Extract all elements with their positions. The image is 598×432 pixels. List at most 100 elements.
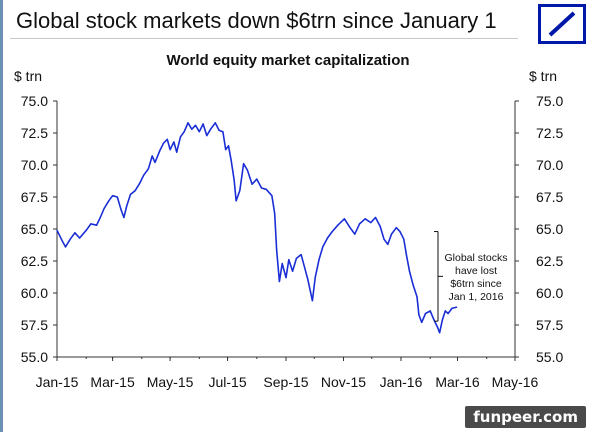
x-tick-label: Mar-15 [90, 374, 135, 390]
series-point [331, 231, 333, 233]
series-point [214, 122, 216, 124]
series-point [429, 310, 431, 312]
series-point [295, 257, 297, 259]
series-point [343, 218, 345, 220]
series-point [251, 183, 253, 185]
series-point [99, 216, 101, 219]
series-point [74, 232, 76, 234]
series-point [390, 233, 393, 235]
y-tick-label-right: 72.5 [536, 125, 563, 141]
series-point [318, 259, 320, 261]
series-point [314, 277, 316, 279]
y-tick-label-left: 72.5 [21, 125, 48, 141]
series-point [233, 179, 235, 181]
series-point [271, 195, 273, 197]
series-point [311, 300, 313, 302]
series-point [441, 319, 443, 321]
x-tick-label: Nov-15 [321, 374, 366, 390]
y-tick-label-left: 55.0 [21, 349, 48, 365]
series-point [222, 131, 224, 133]
series-point [129, 193, 132, 195]
series-point [85, 229, 87, 231]
slide-title: Global stock markets down $6trn since Ja… [16, 8, 497, 33]
x-tick-label: Mar-16 [435, 374, 480, 390]
series-point [246, 169, 248, 171]
x-tick-label: Sep-15 [263, 374, 308, 390]
series-point [326, 237, 329, 239]
series-group [56, 122, 458, 334]
series-point [198, 131, 200, 133]
watermark-badge: funpeer.com [465, 406, 586, 428]
series-point [126, 205, 128, 207]
series-point [433, 319, 435, 321]
y-tick-label-right: 57.5 [536, 317, 563, 333]
y-tick-label-left: 75.0 [21, 93, 48, 109]
x-tick-label: Jan-16 [380, 374, 423, 390]
series-point [151, 155, 153, 157]
series-point [256, 178, 258, 180]
series-point [307, 278, 309, 280]
series-point [285, 277, 287, 279]
series-point [187, 122, 189, 124]
series-point [278, 280, 280, 283]
x-tick-label: May-16 [492, 374, 539, 390]
series-point [176, 151, 178, 153]
y-tick-label-right: 70.0 [536, 157, 563, 173]
series-point [143, 174, 145, 176]
series-point [456, 306, 458, 308]
series-point [79, 237, 81, 239]
annotation-text-line: $6trn since [450, 278, 502, 290]
x-tick-label: May-15 [147, 374, 194, 390]
series-point [424, 312, 427, 315]
series-point [235, 200, 237, 202]
series-point [364, 218, 366, 220]
series-point [123, 216, 125, 219]
series-point [116, 196, 118, 198]
series-point [112, 195, 114, 197]
series-point [281, 263, 283, 265]
series-point [183, 131, 185, 133]
x-tick-label: Jul-15 [209, 374, 247, 390]
series-point [437, 327, 439, 329]
series-point [447, 312, 449, 315]
series-point [265, 188, 267, 190]
series-point [96, 224, 98, 226]
series-point [64, 246, 67, 248]
y-tick-label-left: 67.5 [21, 189, 48, 205]
annotation-text-line: Global stocks [444, 252, 507, 264]
series-point [412, 284, 414, 286]
series-point [218, 129, 220, 131]
series-point [399, 231, 401, 233]
series-point [300, 254, 302, 256]
series-point [322, 246, 324, 248]
series-point [403, 238, 405, 240]
series-point [439, 332, 441, 334]
series-point [370, 222, 372, 224]
series-point [103, 207, 105, 210]
y-tick-label-left: 70.0 [21, 157, 48, 173]
series-point [379, 225, 381, 227]
series-point [191, 128, 193, 130]
series-point [147, 168, 149, 170]
series-point [274, 213, 276, 215]
y-tick-label-left: 65.0 [21, 221, 48, 237]
series-point [62, 241, 64, 243]
series-point [159, 150, 161, 152]
title-divider [10, 38, 518, 39]
series-point [134, 190, 136, 192]
x-tick-label: Jan-15 [36, 374, 79, 390]
series-point [225, 149, 227, 151]
series-point [194, 124, 197, 126]
series-point [169, 149, 171, 151]
series-point [166, 138, 168, 140]
series-point [139, 182, 141, 184]
y-tick-label-left: 62.5 [21, 253, 48, 269]
series-point [108, 200, 110, 202]
series-point [206, 135, 208, 137]
series-point [179, 136, 182, 138]
series-point [69, 238, 71, 240]
series-point [408, 270, 411, 272]
series-point [276, 248, 278, 251]
